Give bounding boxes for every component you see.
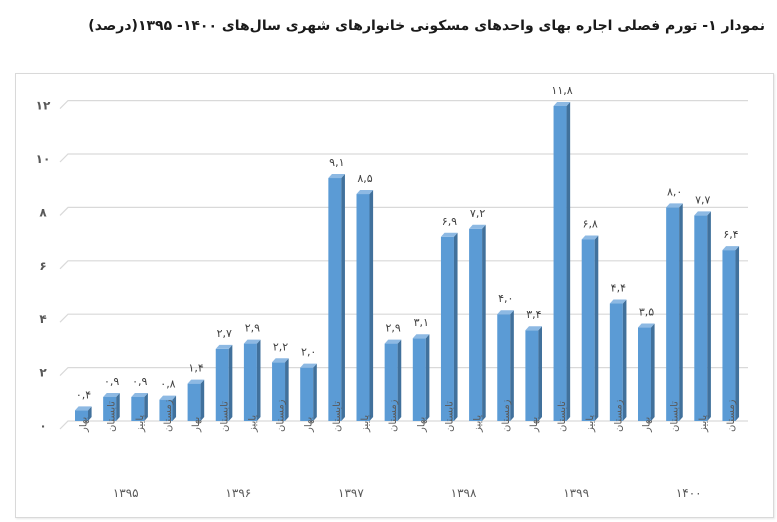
bar bbox=[581, 235, 599, 421]
chart-frame bbox=[15, 73, 774, 518]
x-category-label: پاییز bbox=[360, 415, 371, 433]
x-category-label: بهار bbox=[79, 417, 90, 433]
data-label: ۸,۵ bbox=[357, 172, 372, 185]
gridline bbox=[59, 153, 748, 163]
bar bbox=[75, 406, 92, 421]
bar bbox=[187, 379, 205, 421]
data-label: ۷,۲ bbox=[470, 207, 485, 220]
bar bbox=[103, 392, 120, 421]
data-label: ۸,۰ bbox=[667, 185, 682, 198]
data-label: ۲,۰ bbox=[301, 346, 316, 359]
x-category-label: زمستان bbox=[501, 399, 512, 432]
bar bbox=[243, 339, 261, 421]
x-category-label: پاییز bbox=[247, 415, 258, 433]
bar bbox=[525, 326, 542, 421]
data-label: ۹,۱ bbox=[329, 156, 344, 169]
bar bbox=[328, 174, 345, 421]
x-category-label: بهار bbox=[642, 417, 653, 433]
y-tick-label: ۲ bbox=[39, 366, 47, 380]
x-category-label: تابستان bbox=[557, 401, 568, 432]
x-category-label: تابستان bbox=[219, 401, 230, 432]
data-label: ۶,۹ bbox=[442, 215, 457, 228]
data-label: ۱,۴ bbox=[188, 362, 203, 375]
data-label: ۶,۴ bbox=[723, 228, 738, 241]
x-category-label: بهار bbox=[416, 417, 427, 433]
x-category-label: بهار bbox=[304, 417, 315, 433]
data-label: ۳,۵ bbox=[639, 306, 654, 319]
x-category-label: پاییز bbox=[585, 415, 596, 433]
x-category-label: بهار bbox=[191, 417, 202, 433]
y-tick-label: ۸ bbox=[39, 205, 47, 219]
data-label: ۲,۹ bbox=[245, 322, 260, 335]
bar bbox=[722, 246, 740, 421]
year-group-label: ۱۳۹۷ bbox=[338, 486, 364, 500]
x-category-label: تابستان bbox=[444, 401, 455, 432]
data-label: ۳,۴ bbox=[526, 308, 541, 321]
year-group-label: ۱۳۹۹ bbox=[563, 486, 589, 500]
data-label: ۰,۹ bbox=[132, 375, 147, 388]
data-label: ۰,۸ bbox=[160, 378, 175, 391]
bar bbox=[609, 299, 627, 421]
data-label: ۳,۱ bbox=[414, 316, 429, 329]
data-label: ۲,۹ bbox=[385, 322, 400, 335]
x-category-label: زمستان bbox=[163, 399, 174, 432]
gridline bbox=[59, 206, 748, 216]
year-group-label: ۱۳۹۵ bbox=[113, 486, 139, 500]
bar bbox=[159, 395, 177, 421]
bar bbox=[469, 224, 486, 421]
bar bbox=[384, 339, 402, 421]
data-label: ۱۱,۸ bbox=[551, 84, 572, 97]
data-label: ۴,۴ bbox=[611, 282, 626, 295]
year-group-label: ۱۳۹۶ bbox=[225, 486, 251, 500]
bar bbox=[694, 211, 711, 421]
x-category-label: پاییز bbox=[473, 415, 484, 433]
y-tick-label: ۱۰ bbox=[36, 152, 51, 166]
y-tick-label: ۰ bbox=[39, 419, 46, 433]
data-label: ۶,۸ bbox=[583, 217, 598, 230]
bar bbox=[215, 344, 233, 421]
data-label: ۲,۷ bbox=[217, 327, 232, 340]
gridline bbox=[59, 420, 748, 430]
bar bbox=[638, 323, 655, 421]
bar bbox=[553, 101, 571, 421]
bar bbox=[272, 358, 289, 421]
x-category-label: پاییز bbox=[135, 415, 146, 433]
data-label: ۲,۲ bbox=[273, 340, 288, 353]
x-category-label: تابستان bbox=[670, 401, 681, 432]
data-label: ۰,۴ bbox=[76, 388, 91, 401]
x-category-label: پاییز bbox=[698, 415, 709, 433]
x-category-label: زمستان bbox=[613, 399, 624, 432]
bar bbox=[356, 190, 374, 421]
x-category-label: تابستان bbox=[332, 401, 343, 432]
gridline bbox=[59, 367, 748, 377]
year-group-label: ۱۳۹۸ bbox=[451, 486, 477, 500]
x-category-label: تابستان bbox=[107, 401, 118, 432]
bar bbox=[412, 334, 430, 421]
bar bbox=[300, 363, 317, 421]
chart-title: نمودار ۱- تورم فصلی اجاره بهای واحدهای م… bbox=[88, 18, 765, 34]
bar bbox=[131, 392, 148, 421]
x-category-label: زمستان bbox=[388, 399, 399, 432]
year-group-label: ۱۴۰۰ bbox=[676, 486, 702, 500]
data-label: ۴,۰ bbox=[498, 292, 513, 305]
x-category-label: بهار bbox=[529, 417, 540, 433]
x-category-label: زمستان bbox=[276, 399, 287, 432]
gridline bbox=[59, 313, 748, 323]
bar bbox=[497, 310, 514, 421]
bar bbox=[666, 203, 683, 421]
y-tick-label: ۶ bbox=[39, 259, 46, 273]
data-label: ۷,۷ bbox=[695, 193, 710, 206]
gridline bbox=[59, 99, 748, 110]
y-tick-label: ۱۲ bbox=[36, 99, 51, 113]
y-tick-label: ۴ bbox=[39, 312, 46, 326]
bar bbox=[440, 232, 458, 421]
gridline bbox=[59, 260, 748, 270]
data-label: ۰,۹ bbox=[104, 375, 119, 388]
x-category-label: زمستان bbox=[726, 399, 737, 432]
